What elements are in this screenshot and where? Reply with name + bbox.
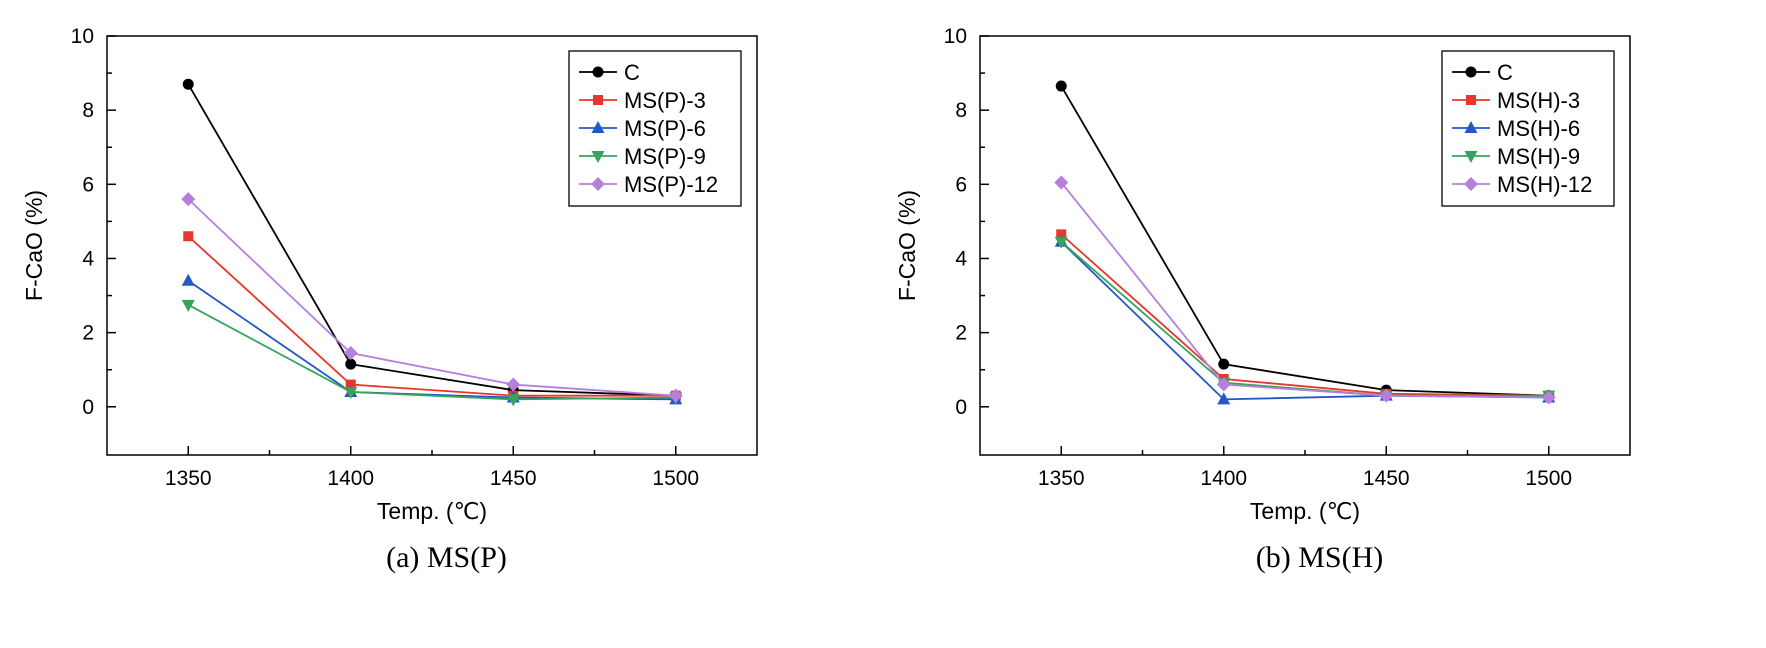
y-tick-label: 0 [955, 396, 967, 419]
series-line [187, 235, 676, 397]
legend-marker [592, 66, 603, 78]
series-line [1060, 241, 1549, 397]
series-MS(P)-3 [182, 231, 681, 401]
y-tick-label: 4 [955, 247, 967, 270]
y-tick-label: 10 [70, 25, 93, 48]
axis-labels: 1350 1400 1450 1500 0 2 4 6 8 10 Temp. (℃) F-CaO (%… [21, 25, 699, 524]
x-tick-label: 1400 [327, 467, 374, 490]
x-tick-label: 1450 [1362, 467, 1409, 490]
series-MS(H)-12 [1053, 175, 1556, 405]
x-axis-title: Temp. (℃) [1249, 498, 1359, 524]
legend-marker [591, 151, 604, 163]
data-point-marker [344, 358, 356, 370]
figure-b: 1350 1400 1450 1500 0 2 4 6 8 10 Temp. (℃) F-CaO (%… [883, 10, 1756, 575]
series-line [187, 304, 676, 401]
x-tick-label: 1450 [489, 467, 536, 490]
x-tick-label: 1350 [1037, 467, 1084, 490]
data-point-marker [1055, 80, 1067, 92]
legend: C MS(P)-3 MS(P)-6 MS(P)-9 MS(P)-12 [567, 50, 742, 207]
y-tick-label: 2 [82, 322, 94, 345]
legend: C MS(H)-3 MS(H)-6 MS(H)-9 MS(H)-12 [1440, 50, 1615, 207]
legend-label: MS(H)-12 [1497, 172, 1592, 197]
data-point-marker [1541, 390, 1556, 405]
data-point-marker [1054, 236, 1068, 249]
legend-label: C [624, 60, 640, 85]
chart-b-plot: 1350 1400 1450 1500 0 2 4 6 8 10 Temp. (℃) F-CaO (%… [884, 10, 1755, 525]
data-point-marker [668, 388, 683, 403]
figure-a: 1350 1400 1450 1500 0 2 4 6 8 10 Temp. (℃) F-CaO (%… [10, 10, 883, 575]
data-point-marker [182, 231, 193, 242]
figure-b-caption: (b) MS(H) [1255, 541, 1384, 574]
legend-label: C [1497, 60, 1513, 85]
data-point-marker [343, 386, 357, 399]
series-MS(H)-6 [1054, 234, 1555, 405]
x-tick-label: 1500 [652, 467, 699, 490]
data-point-marker [345, 379, 356, 390]
series-line [1059, 85, 1549, 397]
y-axis-title: F-CaO (%) [894, 190, 920, 301]
legend-marker [1464, 121, 1477, 133]
legend-marker [590, 177, 605, 191]
series-MS(H)-3 [1055, 229, 1554, 401]
y-tick-label: 8 [82, 99, 94, 122]
y-tick-label: 10 [943, 25, 966, 48]
figure-a-caption: (a) MS(P) [386, 541, 507, 574]
data-point-marker [181, 299, 195, 312]
y-tick-label: 6 [955, 173, 967, 196]
series-MS(P)-6 [181, 273, 682, 405]
legend-label: MS(P)-3 [624, 88, 706, 113]
data-point-marker [1217, 358, 1229, 370]
series-line [187, 279, 676, 401]
data-point-marker [505, 377, 520, 392]
y-axis-title: F-CaO (%) [21, 190, 47, 301]
x-tick-label: 1400 [1200, 467, 1247, 490]
legend-label: MS(P)-12 [624, 172, 718, 197]
data-point-marker [1055, 229, 1066, 240]
legend-marker [1464, 151, 1477, 163]
legend-marker [1465, 95, 1476, 105]
y-tick-label: 2 [955, 322, 967, 345]
series-line [1060, 181, 1549, 399]
axes [978, 35, 1631, 456]
y-tick-label: 4 [82, 247, 94, 270]
data-point-marker [1378, 388, 1393, 403]
legend-label: MS(H)-9 [1497, 144, 1580, 169]
data-point-marker [181, 273, 195, 286]
y-tick-label: 0 [82, 396, 94, 419]
chart-a-plot: 1350 1400 1450 1500 0 2 4 6 8 10 Temp. (℃) F-CaO (%… [11, 10, 882, 525]
legend-label: MS(P)-9 [624, 144, 706, 169]
axes [105, 35, 758, 456]
legend-marker [1465, 66, 1476, 78]
legend-label: MS(P)-6 [624, 116, 706, 141]
legend-marker [591, 121, 604, 133]
data-point-marker [1053, 175, 1068, 190]
data-point-marker [1216, 392, 1230, 405]
legend-label: MS(H)-3 [1497, 88, 1580, 113]
series-line [186, 83, 676, 397]
data-point-marker [343, 346, 358, 361]
legend-marker [1463, 177, 1478, 191]
data-point-marker [1216, 377, 1231, 392]
data-point-marker [182, 78, 194, 90]
data-point-marker [180, 192, 195, 207]
series-MS(P)-12 [180, 192, 683, 403]
legend-label: MS(H)-6 [1497, 116, 1580, 141]
axis-labels: 1350 1400 1450 1500 0 2 4 6 8 10 Temp. (℃) F-CaO (%… [894, 25, 1572, 524]
series-line [187, 198, 676, 397]
x-tick-label: 1500 [1525, 467, 1572, 490]
x-axis-title: Temp. (℃) [376, 498, 486, 524]
data-point-marker [506, 394, 520, 407]
series-line [1060, 233, 1549, 397]
series-line [1060, 241, 1549, 401]
x-tick-label: 1350 [164, 467, 211, 490]
legend-marker [592, 95, 603, 105]
y-tick-label: 8 [955, 99, 967, 122]
y-tick-label: 6 [82, 173, 94, 196]
